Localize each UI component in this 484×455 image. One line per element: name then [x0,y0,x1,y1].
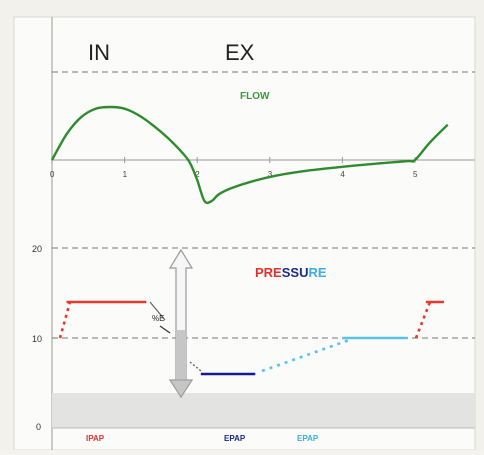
legend-epap-light: EPAP [297,434,319,443]
flow-series-line [50,105,449,205]
percent-e-annotation: %E [152,314,164,323]
percent-e-arrow [159,325,171,334]
ipap-fall-connector [149,301,166,321]
pressure-series-group [66,300,445,376]
flow-title: FLOW [240,91,270,102]
flow-x-tick-label: 5 [413,170,418,179]
phase-label-ex: EX [225,40,255,65]
legend-epap-dark: EPAP [224,434,246,443]
pressure-baseline-band [52,393,475,428]
phase-label-in: IN [88,40,110,65]
pressure-title-part-2: SSU [282,265,309,280]
legend-ipap: IPAP [86,434,105,443]
flow-x-tick-label: 0 [50,170,55,179]
pressure-title-part-3: RE [308,265,326,280]
y-tick-label-20: 20 [32,244,42,254]
flow-x-tick-group: 0 1 2 3 4 5 [50,157,418,179]
pressure-title: PRESSURE [255,265,327,280]
flow-x-tick-label: 2 [195,170,200,179]
flow-x-tick-label: 1 [123,170,128,179]
outer-frame [13,16,476,451]
flow-x-tick-label: 3 [268,170,273,179]
flow-x-tick-label: 4 [340,170,345,179]
pressure-title-part-1: PRE [255,265,282,280]
y-tick-label-10: 10 [32,334,42,344]
y-tick-label-0: 0 [36,422,41,432]
pressure-range-double-arrow [168,248,194,399]
